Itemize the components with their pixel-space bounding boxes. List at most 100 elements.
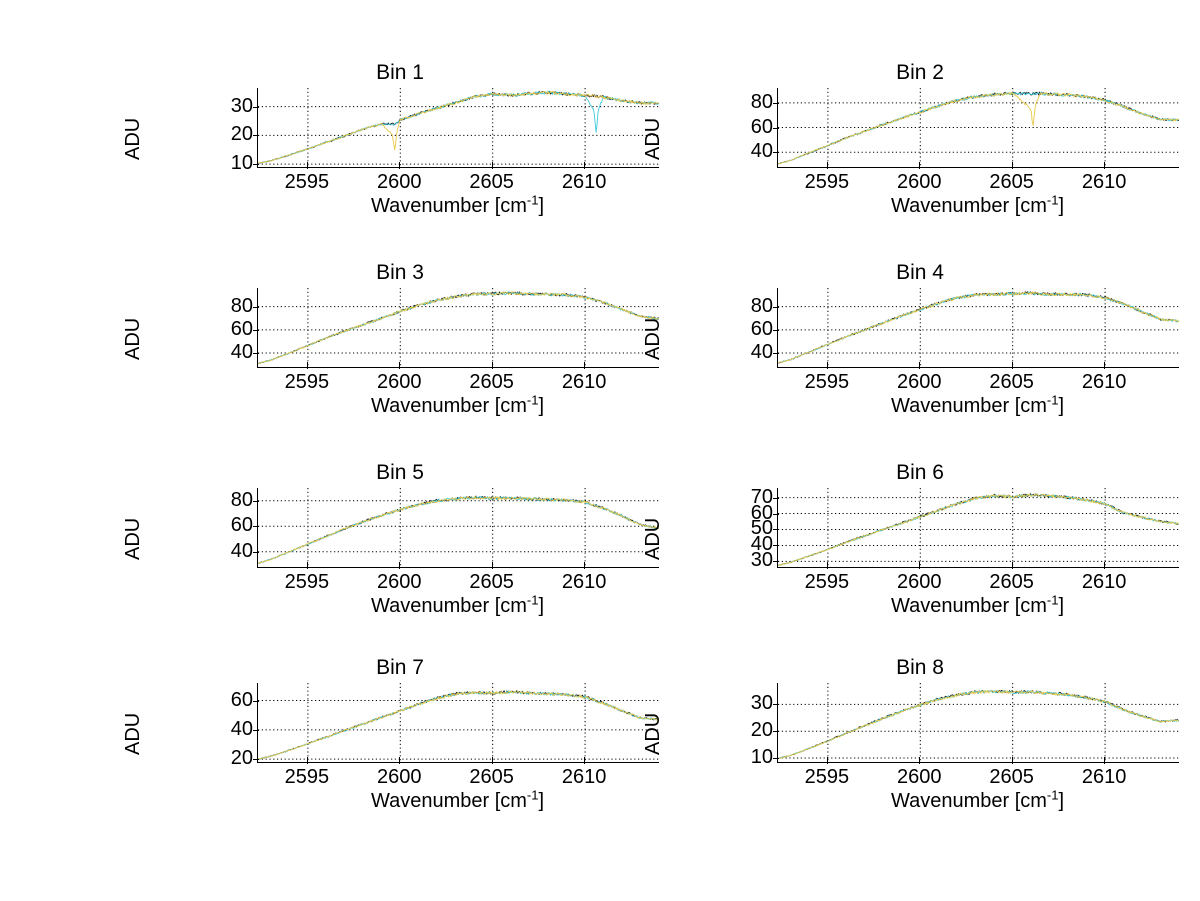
x-tick-label: 2605 bbox=[469, 571, 514, 593]
trace-model-cyan bbox=[258, 291, 659, 365]
y-tick-mark bbox=[773, 757, 779, 759]
y-tick-label: 40 bbox=[230, 341, 253, 364]
x-tick-label: 2605 bbox=[469, 766, 514, 788]
x-axis-label-text: Wavenumber [cm bbox=[370, 395, 527, 417]
x-axis-label-exponent: -1 bbox=[526, 592, 539, 608]
y-axis-label: ADU bbox=[122, 117, 144, 160]
plot-area bbox=[778, 88, 1179, 167]
x-axis-label: Wavenumber [cm-1] bbox=[777, 593, 1178, 618]
y-tick-mark bbox=[773, 561, 779, 563]
x-tick-mark bbox=[826, 757, 828, 764]
x-axis-label-suffix: ] bbox=[1058, 395, 1065, 417]
y-tick-mark bbox=[253, 526, 259, 528]
x-tick-label: 2610 bbox=[1081, 766, 1127, 788]
x-tick-mark bbox=[584, 562, 586, 569]
x-axis-label-text: Wavenumber [cm bbox=[370, 595, 527, 617]
plot-panel-bin-4: Bin 4 ADU 40 60 80 2595 2600 2605 2610 Wavenumber… bbox=[620, 255, 1200, 455]
axes-box bbox=[257, 683, 659, 763]
plot-area bbox=[258, 488, 659, 567]
trace-residual-black bbox=[258, 495, 659, 564]
y-tick-label: 60 bbox=[750, 501, 773, 524]
trace-measured-yellow bbox=[258, 291, 659, 364]
x-tick-mark bbox=[306, 757, 308, 764]
x-axis-label-exponent: -1 bbox=[526, 787, 539, 803]
x-axis-label-suffix: ] bbox=[538, 195, 545, 217]
axes-box bbox=[777, 88, 1179, 168]
plot-panel-bin-7: Bin 7 ADU 20 40 60 2595 2600 2605 2610 Wavenumber… bbox=[100, 650, 700, 850]
y-tick-mark bbox=[773, 497, 779, 499]
x-tick-mark bbox=[306, 562, 308, 569]
y-axis-label: ADU bbox=[122, 712, 144, 755]
x-tick-mark bbox=[919, 162, 921, 169]
plot-area bbox=[778, 488, 1179, 567]
x-axis-label-suffix: ] bbox=[538, 395, 545, 417]
y-tick-labels: 40 60 80 bbox=[197, 288, 259, 367]
y-tick-mark bbox=[773, 353, 779, 355]
plot-area bbox=[258, 683, 659, 762]
x-tick-label: 2605 bbox=[989, 571, 1034, 593]
x-tick-mark bbox=[491, 562, 493, 569]
y-tick-label: 10 bbox=[750, 745, 773, 768]
x-tick-labels: 2595 2600 2605 2610 bbox=[777, 162, 1178, 199]
y-tick-label: 70 bbox=[750, 485, 773, 508]
x-tick-label: 2595 bbox=[284, 766, 330, 788]
x-axis-label-suffix: ] bbox=[538, 790, 545, 812]
y-tick-mark bbox=[253, 551, 259, 553]
trace-model-cyan bbox=[778, 493, 1179, 566]
x-tick-label: 2600 bbox=[377, 171, 422, 193]
x-axis-label: Wavenumber [cm-1] bbox=[257, 592, 658, 618]
x-axis-label-exponent: -1 bbox=[1046, 392, 1059, 408]
y-tick-labels: 30 40 50 60 70 bbox=[717, 485, 779, 572]
y-tick-labels: 20 40 60 bbox=[197, 683, 259, 768]
x-tick-mark bbox=[399, 362, 401, 369]
y-tick-mark bbox=[773, 152, 779, 154]
y-tick-mark bbox=[773, 513, 779, 515]
y-tick-label: 20 bbox=[230, 123, 253, 146]
y-tick-mark bbox=[253, 306, 259, 308]
x-tick-mark bbox=[826, 162, 828, 169]
y-tick-label: 40 bbox=[750, 140, 773, 163]
plot-panel-bin-2: Bin 2 ADU 40 60 80 2595 2600 2605 2610 Wavenumber… bbox=[620, 55, 1200, 255]
x-tick-label: 2595 bbox=[804, 171, 850, 193]
y-tick-label: 60 bbox=[750, 115, 773, 138]
y-tick-mark bbox=[773, 329, 779, 331]
trace-measured-yellow bbox=[778, 291, 1179, 364]
panel-title: Bin 6 bbox=[896, 461, 944, 484]
y-tick-labels: 40 60 80 bbox=[717, 288, 779, 367]
x-axis-label-text: Wavenumber [cm bbox=[890, 395, 1047, 417]
axes-box bbox=[257, 288, 659, 368]
x-tick-labels: 2595 2600 2605 2610 bbox=[257, 562, 658, 599]
x-tick-mark bbox=[1011, 362, 1013, 369]
panel-title: Bin 3 bbox=[376, 261, 424, 284]
y-tick-label: 80 bbox=[230, 294, 253, 317]
y-tick-labels: 40 60 80 bbox=[717, 88, 779, 167]
y-axis-label: ADU bbox=[122, 517, 144, 560]
x-tick-mark bbox=[584, 162, 586, 169]
x-axis-label-suffix: ] bbox=[1058, 790, 1065, 812]
x-tick-mark bbox=[1104, 757, 1106, 764]
plot-panel-bin-5: Bin 5 ADU 40 60 80 2595 2600 2605 2610 Wavenumber… bbox=[100, 455, 700, 655]
x-tick-mark bbox=[491, 362, 493, 369]
x-axis-label-exponent: -1 bbox=[526, 392, 539, 408]
x-axis-label: Wavenumber [cm-1] bbox=[257, 392, 658, 418]
y-tick-mark bbox=[773, 704, 779, 706]
trace-model-cyan bbox=[258, 690, 659, 760]
y-tick-mark bbox=[253, 164, 259, 166]
x-tick-label: 2605 bbox=[469, 371, 514, 393]
y-tick-label: 60 bbox=[750, 317, 773, 340]
x-axis-label-suffix: ] bbox=[1058, 595, 1065, 617]
x-tick-mark bbox=[826, 362, 828, 369]
x-axis-label-exponent: -1 bbox=[1046, 192, 1059, 208]
trace-model-cyan bbox=[778, 91, 1179, 165]
x-tick-mark bbox=[1104, 162, 1106, 169]
x-tick-mark bbox=[584, 362, 586, 369]
y-tick-mark bbox=[253, 500, 259, 502]
x-tick-mark bbox=[1011, 562, 1013, 569]
x-tick-label: 2600 bbox=[897, 171, 942, 193]
x-axis-label: Wavenumber [cm-1] bbox=[777, 392, 1178, 418]
y-tick-label: 30 bbox=[750, 549, 773, 572]
x-tick-mark bbox=[306, 362, 308, 369]
y-axis-label: ADU bbox=[642, 317, 664, 360]
trace-model-cyan bbox=[258, 90, 659, 164]
